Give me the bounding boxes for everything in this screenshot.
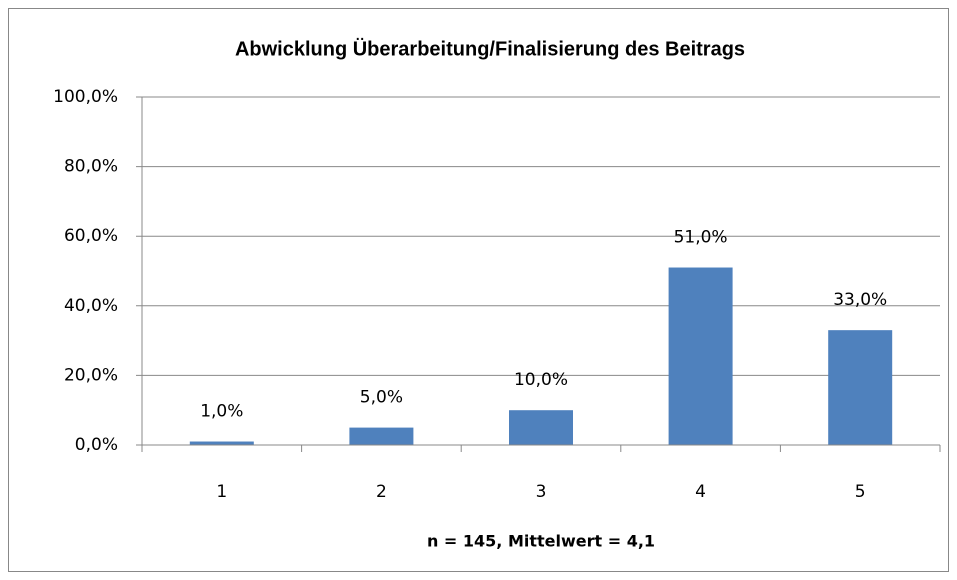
data-label: 51,0% <box>674 228 728 248</box>
y-tick-label: 60,0% <box>64 226 118 246</box>
data-label: 5,0% <box>360 388 403 408</box>
x-axis-title: n = 145, Mittelwert = 4,1 <box>427 532 655 551</box>
data-label: 10,0% <box>514 370 568 390</box>
x-tick-label: 4 <box>695 482 706 502</box>
x-tick-label: 5 <box>855 482 866 502</box>
y-tick-label: 40,0% <box>64 296 118 316</box>
y-tick-label: 20,0% <box>64 365 118 385</box>
bar <box>668 267 733 445</box>
data-label: 1,0% <box>200 402 243 422</box>
y-tick-label: 0,0% <box>75 435 118 455</box>
data-label: 33,0% <box>833 290 887 310</box>
chart-title: Abwicklung Überarbeitung/Finalisierung d… <box>235 37 745 60</box>
y-tick-label: 100,0% <box>53 87 118 107</box>
bar <box>828 330 893 445</box>
bar <box>189 441 254 445</box>
x-tick-label: 3 <box>536 482 547 502</box>
chart-frame <box>8 8 949 572</box>
bar <box>509 410 573 445</box>
x-tick-label: 1 <box>216 482 227 502</box>
y-tick-label: 80,0% <box>64 157 118 177</box>
bar <box>349 427 414 445</box>
x-tick-label: 2 <box>376 482 387 502</box>
